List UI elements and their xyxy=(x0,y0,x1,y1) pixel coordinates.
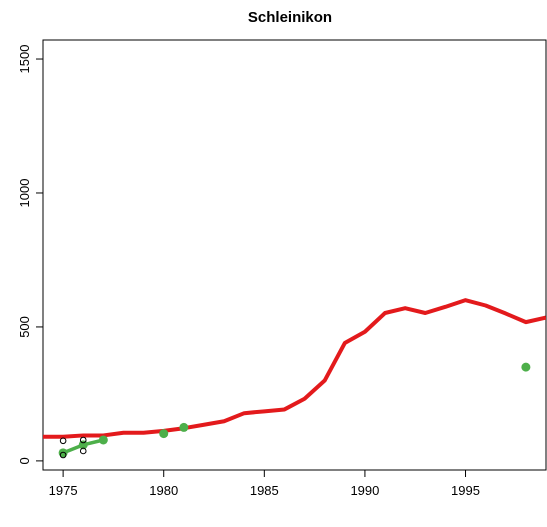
data-point xyxy=(79,436,87,444)
x-tick-label: 1990 xyxy=(350,483,379,498)
y-tick-label: 500 xyxy=(17,316,32,338)
data-point xyxy=(59,451,67,459)
data-point xyxy=(179,422,189,432)
y-tick-label: 0 xyxy=(17,457,32,464)
data-point xyxy=(58,448,68,458)
x-tick-label: 1980 xyxy=(149,483,178,498)
data-point xyxy=(59,437,67,445)
data-point xyxy=(159,429,169,439)
x-tick-label: 1985 xyxy=(250,483,279,498)
x-tick-label: 1995 xyxy=(451,483,480,498)
y-tick-label: 1000 xyxy=(17,179,32,208)
x-tick-label: 1975 xyxy=(49,483,78,498)
data-point xyxy=(521,362,531,372)
y-tick-label: 1500 xyxy=(17,45,32,74)
data-point xyxy=(98,435,108,445)
plot-frame xyxy=(42,39,547,471)
chart-title: Schleinikon xyxy=(248,9,332,26)
data-point xyxy=(79,447,87,455)
data-point xyxy=(78,440,88,450)
series-line xyxy=(43,298,546,439)
